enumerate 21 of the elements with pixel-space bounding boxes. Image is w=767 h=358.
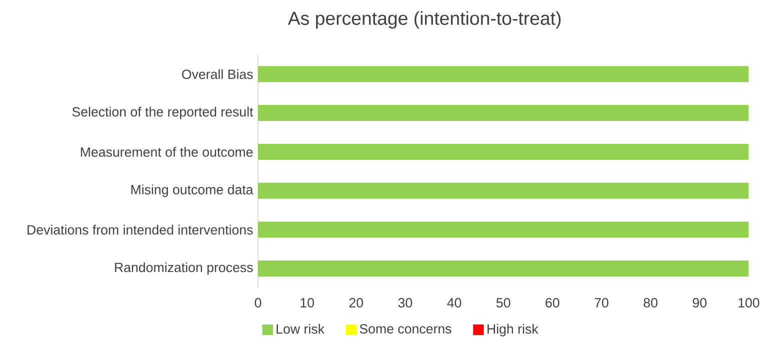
x-tick-label: 10: [300, 298, 314, 308]
x-tick-label: 80: [644, 298, 658, 308]
y-tick-label: Randomization process: [115, 262, 253, 275]
x-tick-label: 20: [349, 298, 364, 308]
x-tick-label: 40: [447, 298, 462, 308]
x-tick-label: 90: [692, 298, 706, 308]
legend-label: Low risk: [276, 324, 325, 334]
x-tick-label: 60: [546, 298, 560, 308]
legend-label: High risk: [488, 324, 538, 336]
x-tick-label: 30: [398, 298, 412, 308]
y-tick-label: Measurement of the outcome: [80, 147, 253, 157]
y-tick-label: Selection of the reported result: [72, 106, 254, 120]
x-tick-label: 100: [738, 298, 760, 308]
x-tick-label: 0: [254, 298, 262, 308]
y-tick-label: Deviations from intended interventions: [28, 224, 253, 235]
chart-title: As percentage (intention-to-treat): [288, 11, 561, 29]
y-tick-label: Mising outcome data: [131, 184, 254, 197]
x-tick-label: 50: [496, 298, 510, 308]
y-tick-label: Overall Bias: [182, 69, 253, 80]
x-tick-label: 70: [594, 298, 608, 308]
legend-label: Some concerns: [360, 324, 452, 334]
